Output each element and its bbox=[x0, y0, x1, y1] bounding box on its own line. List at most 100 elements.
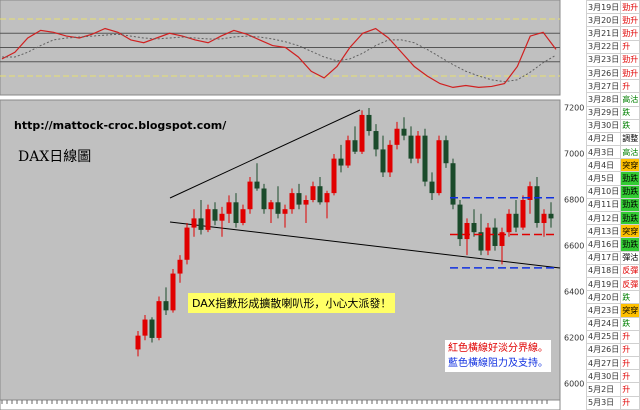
candle-body bbox=[380, 149, 386, 173]
candle-body bbox=[149, 319, 155, 338]
candle-body bbox=[513, 213, 519, 228]
candle-body bbox=[541, 213, 547, 223]
candle-body bbox=[198, 218, 204, 230]
date-cell: 3月23日 bbox=[585, 52, 622, 67]
y-tick-label: 6000 bbox=[564, 379, 584, 388]
candle-body bbox=[268, 202, 274, 210]
candle-body bbox=[436, 140, 442, 194]
candle-body bbox=[233, 202, 239, 223]
candle-body bbox=[310, 186, 316, 200]
y-tick-label: 6800 bbox=[564, 196, 584, 205]
table-row: 4月19日 反彈 bbox=[585, 276, 640, 292]
y-tick-label: 6600 bbox=[564, 241, 584, 250]
signal-cell: 突穿 bbox=[620, 303, 640, 318]
date-cell: 4月18日 bbox=[585, 263, 622, 278]
candle-body bbox=[219, 213, 225, 221]
signal-cell: 升 bbox=[620, 329, 640, 344]
signal-cell: 反彈 bbox=[620, 276, 640, 292]
date-cell: 3月19日 bbox=[585, 0, 622, 15]
date-cell: 4月25日 bbox=[585, 329, 622, 344]
candle-body bbox=[156, 301, 162, 338]
date-cell: 4月12日 bbox=[585, 210, 622, 226]
table-row: 4月20日跌 bbox=[585, 290, 640, 305]
signal-cell: 升 bbox=[620, 369, 640, 384]
candle-body bbox=[485, 227, 491, 251]
signal-cell: 勁跌 bbox=[620, 210, 640, 226]
signal-cell: 升 bbox=[620, 395, 640, 410]
signal-cell: 跌 bbox=[620, 316, 640, 331]
table-row: 4月4日 突穿 bbox=[585, 158, 640, 173]
signal-cell: 高沽 bbox=[620, 145, 640, 160]
table-row: 4月13日 突穿 bbox=[585, 224, 640, 239]
table-row: 3月29日跌 bbox=[585, 105, 640, 120]
table-row: 4月16日 勁跌 bbox=[585, 237, 640, 252]
date-cell: 4月17日 bbox=[585, 250, 622, 265]
candle-body bbox=[506, 213, 512, 233]
candle-body bbox=[394, 128, 400, 145]
signal-cell: 跌 bbox=[620, 118, 640, 133]
candle-body bbox=[338, 158, 344, 166]
candle-body bbox=[464, 222, 470, 240]
date-cell: 3月29日 bbox=[585, 105, 622, 120]
trend-line bbox=[169, 221, 561, 269]
table-row: 4月30日升 bbox=[585, 369, 640, 384]
candle-body bbox=[366, 114, 372, 132]
date-cell: 4月11日 bbox=[585, 197, 622, 213]
candle-body bbox=[450, 163, 456, 205]
date-cell: 4月16日 bbox=[585, 237, 622, 252]
date-cell: 5月2日 bbox=[585, 382, 622, 397]
date-cell: 4月27日 bbox=[585, 356, 622, 371]
date-cell: 4月3日 bbox=[585, 145, 622, 160]
candle-body bbox=[520, 200, 526, 228]
notes: 紅色橫線好淡分界線。 藍色橫線阻力及支持。 bbox=[445, 340, 551, 372]
table-row: 3月30日跌 bbox=[585, 118, 640, 133]
table-row: 4月25日升 bbox=[585, 329, 640, 344]
table-row: 3月28日 高沽 bbox=[585, 92, 640, 107]
candle-body bbox=[142, 319, 148, 336]
table-row: 4月10日 勁跌 bbox=[585, 184, 640, 199]
signal-cell: 調整 bbox=[620, 131, 640, 147]
candle-body bbox=[457, 204, 463, 240]
candle-body bbox=[296, 193, 302, 205]
signal-cell: 升 bbox=[620, 382, 640, 397]
candle-body bbox=[135, 335, 141, 350]
table-row: 4月11日 勁跌 bbox=[585, 197, 640, 213]
signal-cell: 勁升 bbox=[620, 0, 640, 15]
candle-body bbox=[478, 232, 484, 251]
candle-body bbox=[184, 227, 190, 260]
table-row: 3月27日升 bbox=[585, 79, 640, 94]
signal-cell: 跌 bbox=[620, 105, 640, 120]
date-cell: 3月27日 bbox=[585, 79, 622, 94]
url: http://mattock-croc.blogspot.com/ bbox=[14, 119, 227, 132]
candle-body bbox=[261, 188, 267, 210]
candle-body bbox=[422, 135, 428, 182]
table-row: 3月26日 勁升 bbox=[585, 65, 640, 81]
candle-body bbox=[177, 259, 183, 274]
candle-body bbox=[191, 218, 197, 228]
table-row: 3月22日升 bbox=[585, 39, 640, 54]
signal-cell: 突穿 bbox=[620, 224, 640, 239]
candle-body bbox=[282, 209, 288, 214]
signal-cell: 升 bbox=[620, 39, 640, 54]
signal-cell: 高沽 bbox=[620, 92, 640, 107]
date-cell: 4月20日 bbox=[585, 290, 622, 305]
table-row: 3月20日 勁升 bbox=[585, 13, 640, 28]
signal-cell: 勁升 bbox=[620, 26, 640, 41]
signal-cell: 勁升 bbox=[620, 13, 640, 28]
candle-body bbox=[170, 273, 176, 311]
date-cell: 3月21日 bbox=[585, 26, 622, 41]
date-cell: 3月20日 bbox=[585, 13, 622, 28]
candle-body bbox=[373, 131, 379, 150]
signal-cell: 勁跌 bbox=[620, 171, 640, 186]
trend-line bbox=[169, 109, 361, 199]
candle-body bbox=[527, 186, 533, 200]
candle-body bbox=[163, 301, 169, 311]
table-row: 4月24日跌 bbox=[585, 316, 640, 331]
signal-cell: 勁升 bbox=[620, 52, 640, 67]
signal-cell: 升 bbox=[620, 79, 640, 94]
date-cell: 4月19日 bbox=[585, 276, 622, 292]
candle-body bbox=[359, 114, 365, 152]
signal-cell: 反彈 bbox=[620, 263, 640, 278]
date-cell: 3月22日 bbox=[585, 39, 622, 54]
y-tick-label: 6200 bbox=[564, 333, 584, 342]
